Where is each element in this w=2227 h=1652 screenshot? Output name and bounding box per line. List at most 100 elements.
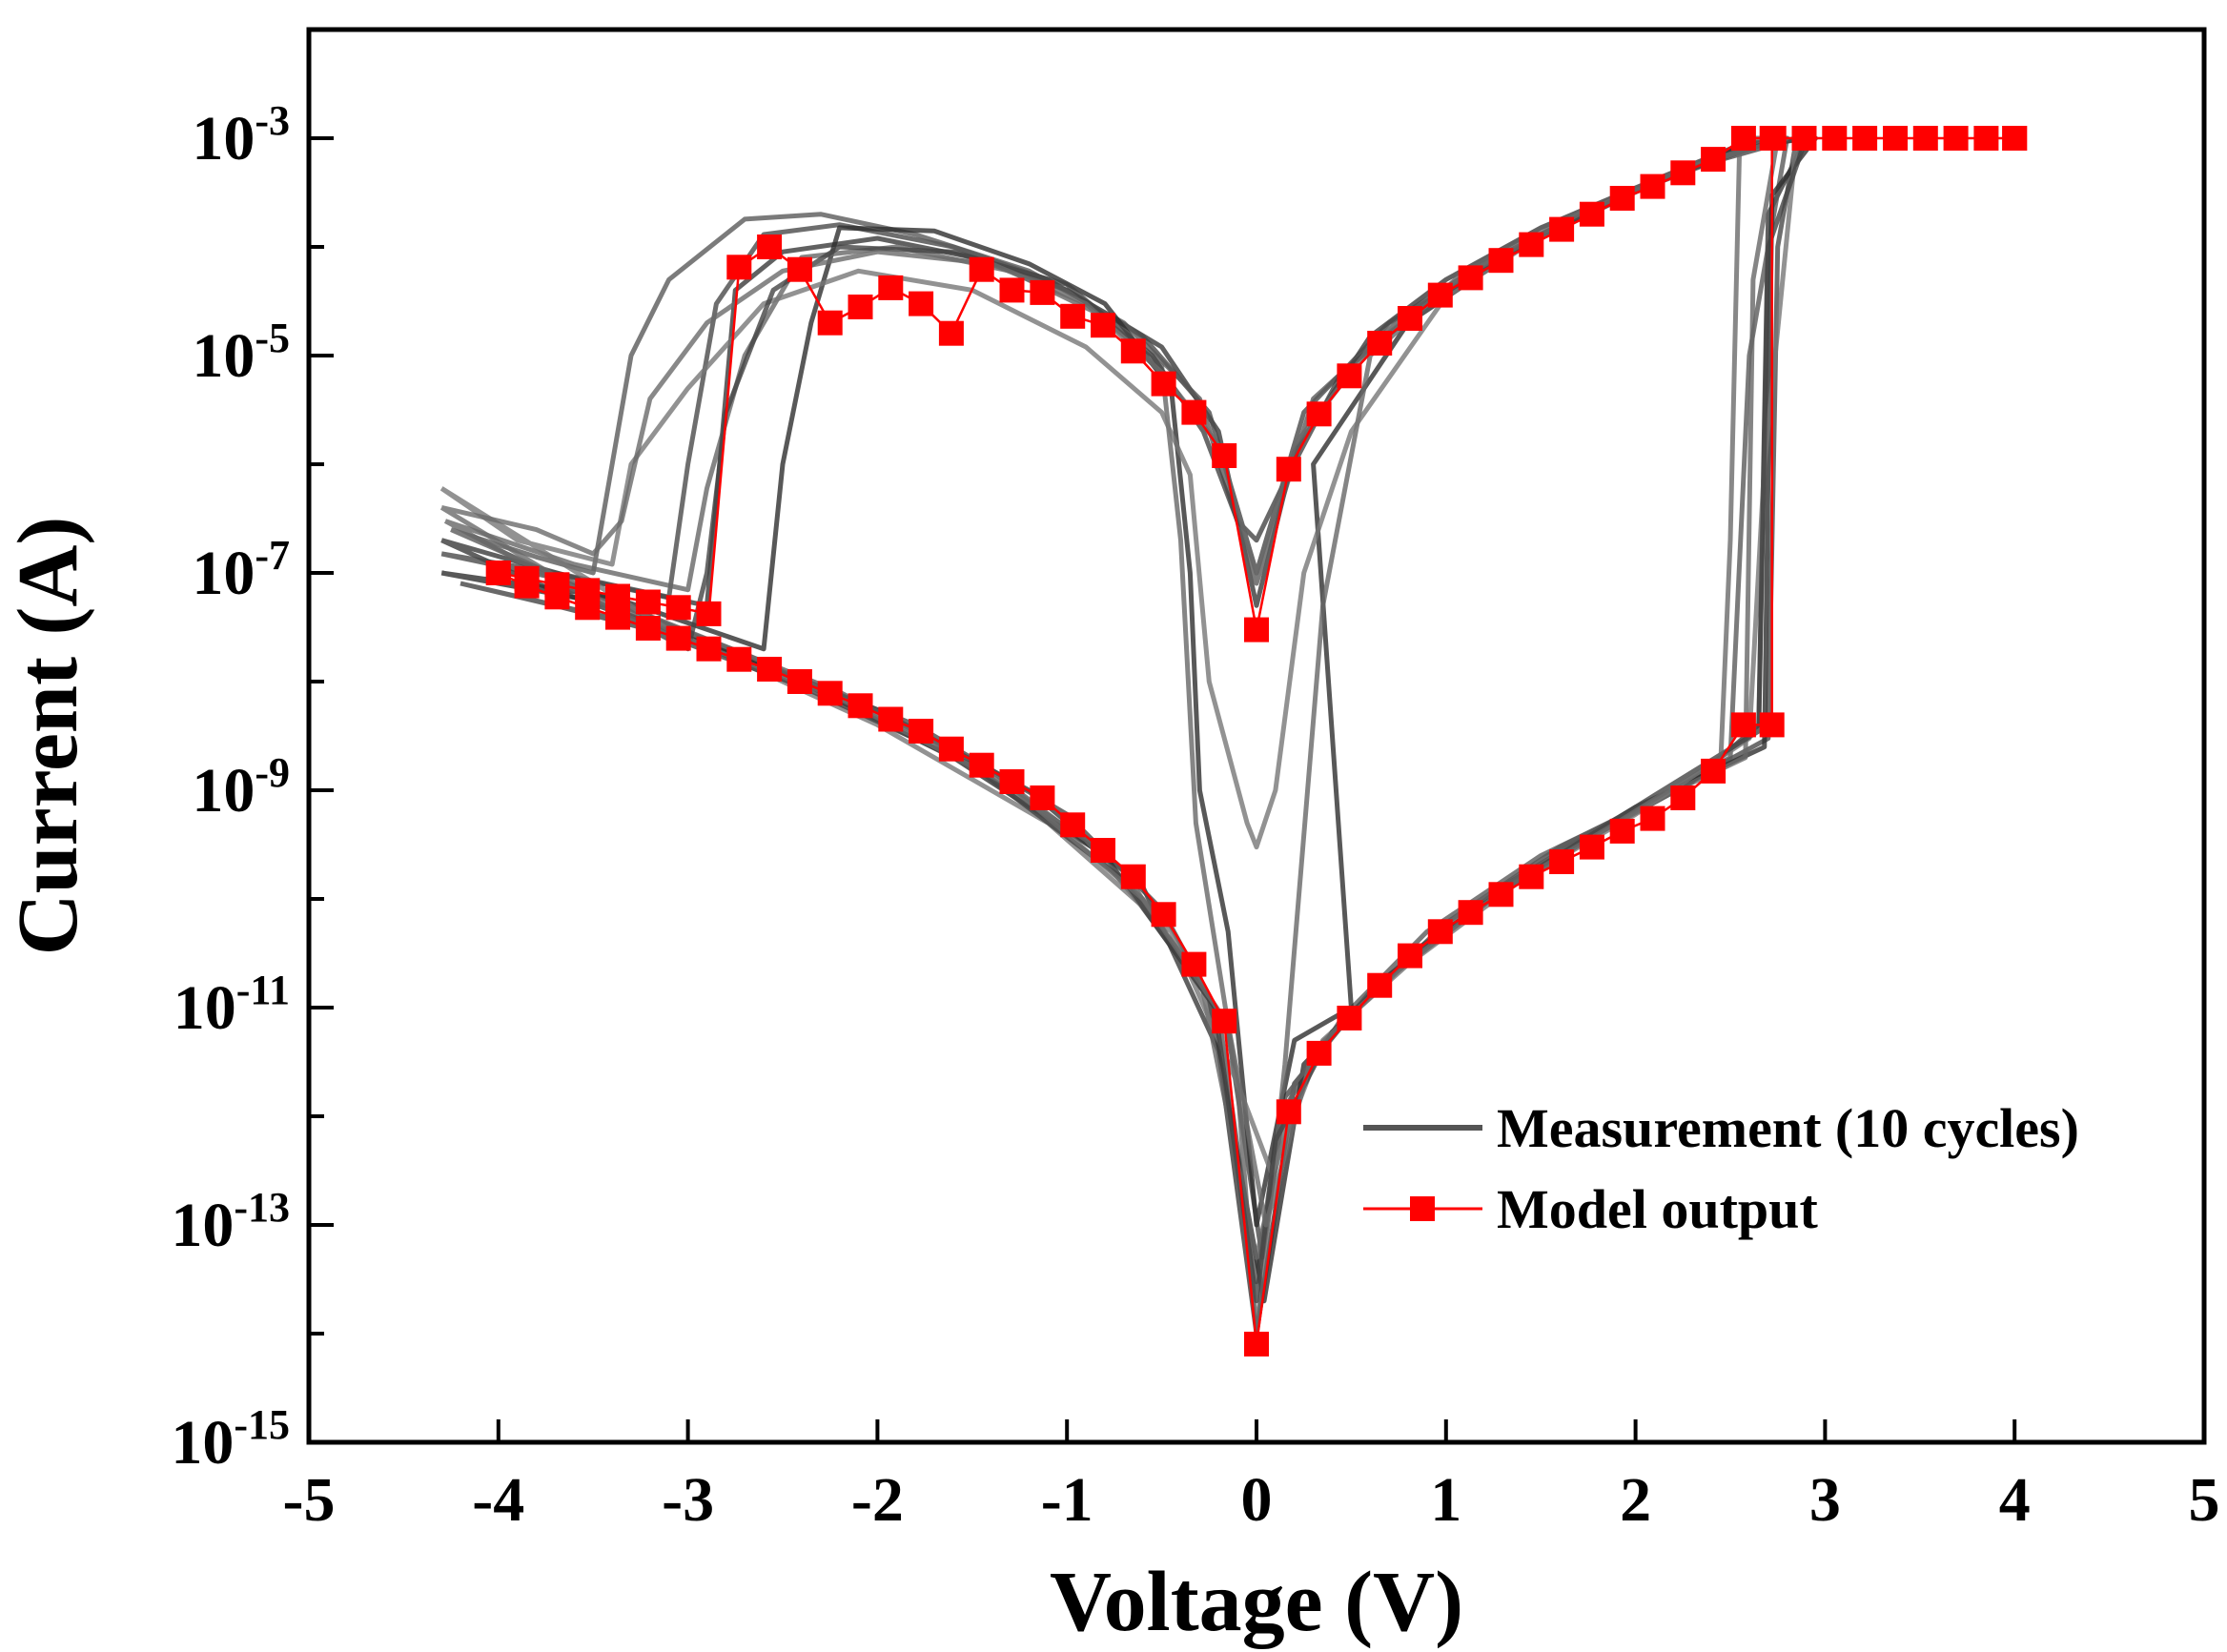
model-output-marker [544, 584, 570, 610]
y-tick-base: 10 [171, 1408, 234, 1478]
model-output-marker [726, 646, 752, 672]
model-output-marker [1427, 919, 1453, 945]
model-output-marker [1579, 201, 1604, 227]
model-output-marker [1822, 126, 1848, 151]
model-output-marker [757, 657, 783, 682]
y-tick-label: 10-5 [192, 315, 290, 391]
model-output-marker [1091, 838, 1115, 863]
model-output-marker [757, 235, 783, 259]
model-output-marker [817, 310, 843, 336]
x-tick-label: 5 [2189, 1465, 2220, 1535]
model-output-marker [1060, 812, 1086, 838]
model-output-marker [605, 583, 630, 609]
model-output-marker [1458, 265, 1483, 291]
model-output-marker [635, 616, 661, 641]
y-tick-label: 10-15 [171, 1401, 290, 1478]
model-output-marker [1488, 248, 1514, 274]
x-tick-label: -3 [662, 1465, 714, 1535]
y-tick-base: 10 [192, 539, 255, 608]
model-layer [485, 126, 2028, 1356]
model-output-marker [665, 625, 691, 651]
legend-model-label: Model output [1497, 1178, 1818, 1240]
x-tick-label: 2 [1620, 1465, 1651, 1535]
x-tick-label: 1 [1430, 1465, 1461, 1535]
y-tick-label: 10-3 [192, 97, 290, 173]
model-output-marker [909, 719, 934, 744]
model-output-marker [1398, 943, 1422, 969]
x-tick-label: 3 [1809, 1465, 1841, 1535]
y-tick-label: 10-13 [171, 1184, 290, 1260]
y-tick-base: 10 [192, 104, 255, 173]
model-output-marker [514, 573, 540, 599]
model-output-marker [1367, 331, 1393, 356]
model-output-marker [999, 277, 1025, 303]
model-output-marker [1701, 147, 1726, 173]
model-output-marker [2002, 126, 2028, 151]
model-output-marker [696, 601, 722, 626]
legend-model-marker [1410, 1196, 1435, 1221]
model-output-marker [635, 589, 661, 615]
model-output-marker [1120, 338, 1146, 364]
model-output-marker [1427, 282, 1453, 308]
model-output-marker [1367, 972, 1393, 998]
model-output-marker [1244, 617, 1269, 642]
model-output-marker [1151, 371, 1176, 397]
y-tick-label: 10-7 [192, 532, 290, 608]
model-output-marker [848, 295, 873, 319]
model-output-marker [1276, 457, 1301, 482]
model-output-marker [878, 275, 904, 300]
model-output-marker [1701, 758, 1726, 784]
model-output-marker [1730, 712, 1756, 738]
model-output-marker [1852, 126, 1878, 151]
y-tick-exponent: -3 [255, 97, 290, 144]
legend-measurement-label: Measurement (10 cycles) [1497, 1097, 2079, 1159]
y-tick-exponent: -15 [234, 1401, 290, 1448]
y-tick-exponent: -13 [234, 1184, 290, 1231]
model-output-marker [665, 595, 691, 621]
model-output-marker [575, 595, 601, 621]
x-axis: -5 -4 -3 -2 -1 0 1 2 3 4 5 [283, 1419, 2220, 1535]
model-output-marker [1212, 1009, 1237, 1034]
model-output-marker [1398, 306, 1422, 331]
y-tick-exponent: -7 [255, 532, 290, 579]
y-tick-label: 10-9 [192, 749, 290, 826]
model-output-marker [485, 561, 511, 585]
model-output-marker [848, 693, 873, 719]
model-output-marker [787, 256, 812, 282]
model-output-marker [817, 681, 843, 706]
model-output-marker [787, 669, 812, 694]
model-output-marker [1670, 160, 1696, 186]
model-output-marker [726, 255, 752, 280]
x-tick-label: -2 [851, 1465, 904, 1535]
model-output-marker [1306, 1040, 1332, 1066]
model-output-marker [1883, 126, 1908, 151]
y-tick-base: 10 [192, 756, 255, 826]
model-output-marker [1519, 864, 1544, 889]
model-output-marker [1060, 303, 1086, 329]
measurement-cycle-line [439, 135, 1790, 1228]
model-output-marker [1337, 363, 1362, 389]
x-tick-label: -1 [1041, 1465, 1093, 1535]
y-axis-title: Current (A) [1, 517, 95, 956]
model-output-marker [1181, 399, 1207, 425]
x-axis-title: Voltage (V) [1050, 1555, 1463, 1649]
model-output-marker [1640, 173, 1665, 199]
model-output-marker [696, 636, 722, 662]
y-tick-base: 10 [171, 1191, 234, 1260]
model-output-marker [1791, 126, 1817, 151]
model-output-marker [969, 752, 994, 778]
x-tick-label: -5 [283, 1465, 336, 1535]
model-output-marker [1759, 126, 1785, 151]
model-output-marker [938, 320, 964, 346]
model-output-marker [938, 736, 964, 762]
model-output-marker [999, 769, 1025, 794]
model-output-marker [1030, 279, 1055, 305]
x-tick-label: -4 [472, 1465, 524, 1535]
model-output-marker [1640, 806, 1665, 831]
model-output-marker [878, 706, 904, 732]
x-tick-label: 0 [1241, 1465, 1273, 1535]
model-output-marker [1759, 712, 1785, 738]
